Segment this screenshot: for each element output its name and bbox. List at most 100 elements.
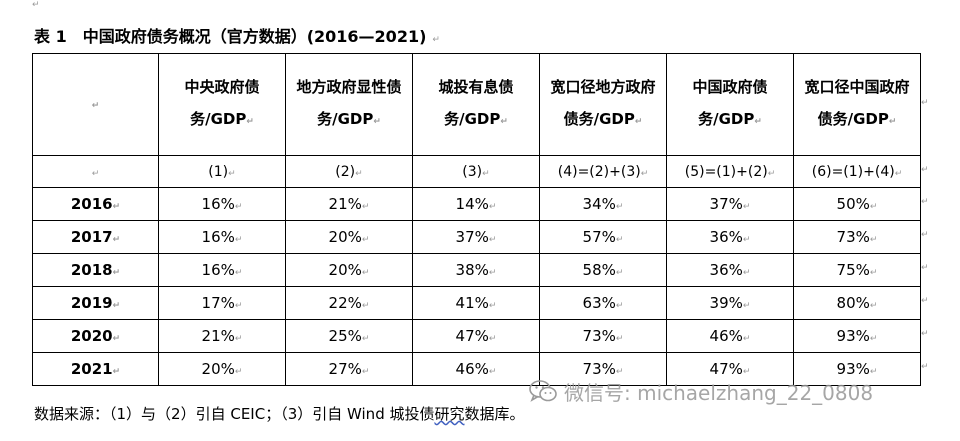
cell-text: 27% [328,360,362,378]
cell-text: 73% [836,228,870,246]
value-cell: 46%↵ [412,352,540,386]
value-cell: 39%↵ [666,286,794,320]
cell-text: 36% [709,261,743,279]
paragraph-mark: ↵ [234,367,243,377]
cell-text: 50% [836,195,870,213]
cell-text: 73% [582,360,616,378]
paragraph-mark: ↵ [488,301,497,311]
year-cell: 2018↵ [32,253,159,287]
paragraph-mark: ↵ [894,168,903,179]
value-cell: 63%↵ [539,286,667,320]
paragraph-mark: ↵ [921,263,929,273]
paragraph-mark: ↵ [742,301,751,311]
cell-text: 宽口径中国政府债务/GDP [804,78,910,128]
paragraph-mark: ↵ [767,168,776,179]
cell-text: 2020 [70,327,113,345]
cell-text: 地方政府显性债务/GDP [296,78,402,128]
cell-text: (4)=(2)+(3) [557,163,641,180]
header-cell: ↵ [32,53,159,156]
cell-text: 20% [201,360,235,378]
paragraph-mark: ↵ [246,117,254,127]
cell-text: 47% [455,327,489,345]
paragraph-mark: ↵ [615,334,624,344]
paragraph-mark: ↵ [112,367,121,377]
cell-text: (1) [208,163,229,180]
paragraph-mark: ↵ [615,202,624,212]
value-cell: 16%↵ [158,220,286,254]
paragraph-mark: ↵ [234,334,243,344]
paragraph-mark: ↵ [234,202,243,212]
cell-text: (3) [462,163,483,180]
value-cell: 50%↵ [793,187,921,221]
cell-text: 46% [455,360,489,378]
cell-text: 中央政府债务/GDP [184,78,260,128]
value-cell: 20%↵ [285,220,413,254]
paragraph-mark: ↵ [615,301,624,311]
cell-text: (5)=(1)+(2) [684,163,768,180]
paragraph-mark: ↵ [488,268,497,278]
cell-text: 36% [709,228,743,246]
header-cell: 城投有息债务/GDP↵ [412,53,540,156]
cell-text: 73% [582,327,616,345]
cell-text: 41% [455,294,489,312]
value-cell: 37%↵ [412,220,540,254]
paragraph-mark: ↵ [615,268,624,278]
paragraph-mark: ↵ [112,334,121,344]
paragraph-mark: ↵ [921,296,929,306]
cell-text: 20% [328,261,362,279]
paragraph-mark: ↵ [921,329,929,339]
value-cell: 73%↵ [793,220,921,254]
formula-cell: (5)=(1)+(2)↵ [666,155,794,188]
paragraph-mark: ↵ [361,268,370,278]
cell-text: 63% [582,294,616,312]
year-cell: 2017↵ [32,220,159,254]
value-cell: 36%↵ [666,220,794,254]
year-cell: 2016↵ [32,187,159,221]
cell-text: 2017 [70,228,113,246]
paragraph-mark: ↵ [869,334,878,344]
cell-text: 38% [455,261,489,279]
table-row: 2018↵ 16%↵ 20%↵ 38%↵ 58%↵ 36%↵ 75%↵ [32,253,921,287]
paragraph-mark: ↵ [921,362,929,372]
cell-text: 47% [709,360,743,378]
paragraph-mark: ↵ [869,235,878,245]
cell-text: 宽口径地方政府债务/GDP [550,78,656,128]
header-cell: 宽口径中国政府债务/GDP↵ [793,53,921,156]
paragraph-mark: ↵ [634,117,643,127]
value-cell: 47%↵ [412,319,540,353]
cell-text: 21% [328,195,362,213]
paragraph-mark: ↵ [112,202,121,212]
watermark-text: 微信号: michaelzhang_22_0808 [564,381,874,405]
cell-text: 93% [836,327,870,345]
table-row: 2019↵ 17%↵ 22%↵ 41%↵ 63%↵ 39%↵ 80%↵ [32,286,921,320]
paragraph-mark: ↵ [488,235,497,245]
paragraph-mark: ↵ [373,117,381,127]
cell-text: 75% [836,261,870,279]
paragraph-mark: ↵ [615,367,624,377]
cell-text: 25% [328,327,362,345]
formula-cell: (2)↵ [285,155,413,188]
cell-text: 20% [328,228,362,246]
paragraph-mark: ↵ [488,367,497,377]
cell-text: 16% [201,261,235,279]
cell-text: 37% [455,228,489,246]
cell-text: 16% [201,228,235,246]
paragraph-mark: ↵ [234,268,243,278]
table-row: 2020↵ 21%↵ 25%↵ 47%↵ 73%↵ 46%↵ 93%↵ [32,319,921,353]
paragraph-mark: ↵ [640,168,649,179]
year-cell: 2020↵ [32,319,159,353]
value-cell: 25%↵ [285,319,413,353]
cell-text: 14% [455,195,489,213]
paragraph-mark: ↵ [742,202,751,212]
paragraph-mark: ↵ [869,301,878,311]
value-cell: 21%↵ [158,319,286,353]
paragraph-mark: ↵ [112,301,121,311]
debt-table: ↵ 中央政府债务/GDP↵ 地方政府显性债务/GDP↵ 城投有息债务/GDP↵ 宽口径地… [32,53,921,386]
value-cell: 93%↵ [793,319,921,353]
paragraph-mark: ↵ [112,235,121,245]
paragraph-mark: ↵ [112,268,121,278]
paragraph-mark: ↵ [921,97,929,108]
cell-text: 2021 [70,360,113,378]
value-cell: 47%↵ [666,352,794,386]
value-cell: 14%↵ [412,187,540,221]
